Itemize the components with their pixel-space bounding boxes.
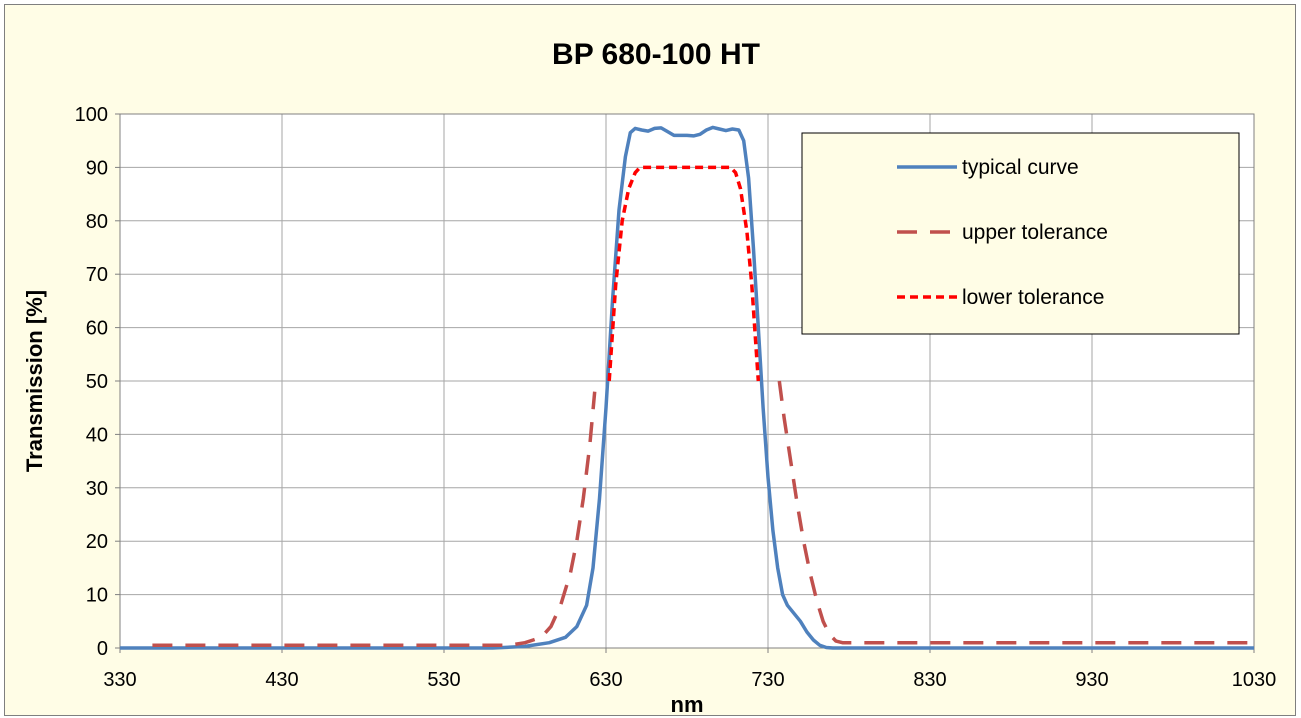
y-tick-label: 20 (86, 531, 108, 553)
y-tick-label: 100 (75, 104, 108, 126)
legend-label: lower tolerance (962, 286, 1104, 309)
y-tick-label: 0 (97, 638, 108, 660)
legend-box (801, 132, 1240, 335)
y-tick-label: 60 (86, 318, 108, 340)
series-line-typical-curve (120, 125, 1254, 650)
plot-border (119, 113, 1255, 649)
y-tick-label: 30 (86, 478, 108, 500)
legend-label: typical curve (962, 156, 1079, 179)
legend: typical curve upper tolerance lower tolera… (801, 132, 1240, 335)
y-axis-title: Transmission [%] (22, 290, 47, 472)
x-tick-label: 430 (265, 669, 298, 691)
x-axis-title: nm (671, 692, 704, 717)
x-tick-label: 530 (427, 669, 460, 691)
y-tick-label: 10 (86, 585, 108, 607)
legend-label: upper tolerance (962, 221, 1108, 244)
tick-labels: 0 10 20 30 40 50 60 70 80 90 100 330 430 530 630 730 830… (75, 104, 1277, 691)
x-tick-label: 1030 (1232, 669, 1277, 691)
x-tick-label: 830 (913, 669, 946, 691)
x-tick-label: 930 (1075, 669, 1108, 691)
x-tick-label: 730 (751, 669, 784, 691)
y-tick-label: 40 (86, 424, 108, 446)
series-lines (120, 125, 1254, 650)
x-tick-label: 630 (589, 669, 622, 691)
y-tick-label: 50 (86, 371, 108, 393)
series-line-lower-tolerance (607, 165, 761, 382)
y-tick-label: 70 (86, 264, 108, 286)
chart-title: BP 680-100 HT (552, 38, 760, 71)
y-tick-label: 90 (86, 157, 108, 179)
series-line-upper-tolerance (152, 380, 1254, 648)
y-tick-label: 80 (86, 211, 108, 233)
x-tick-label: 330 (103, 669, 136, 691)
